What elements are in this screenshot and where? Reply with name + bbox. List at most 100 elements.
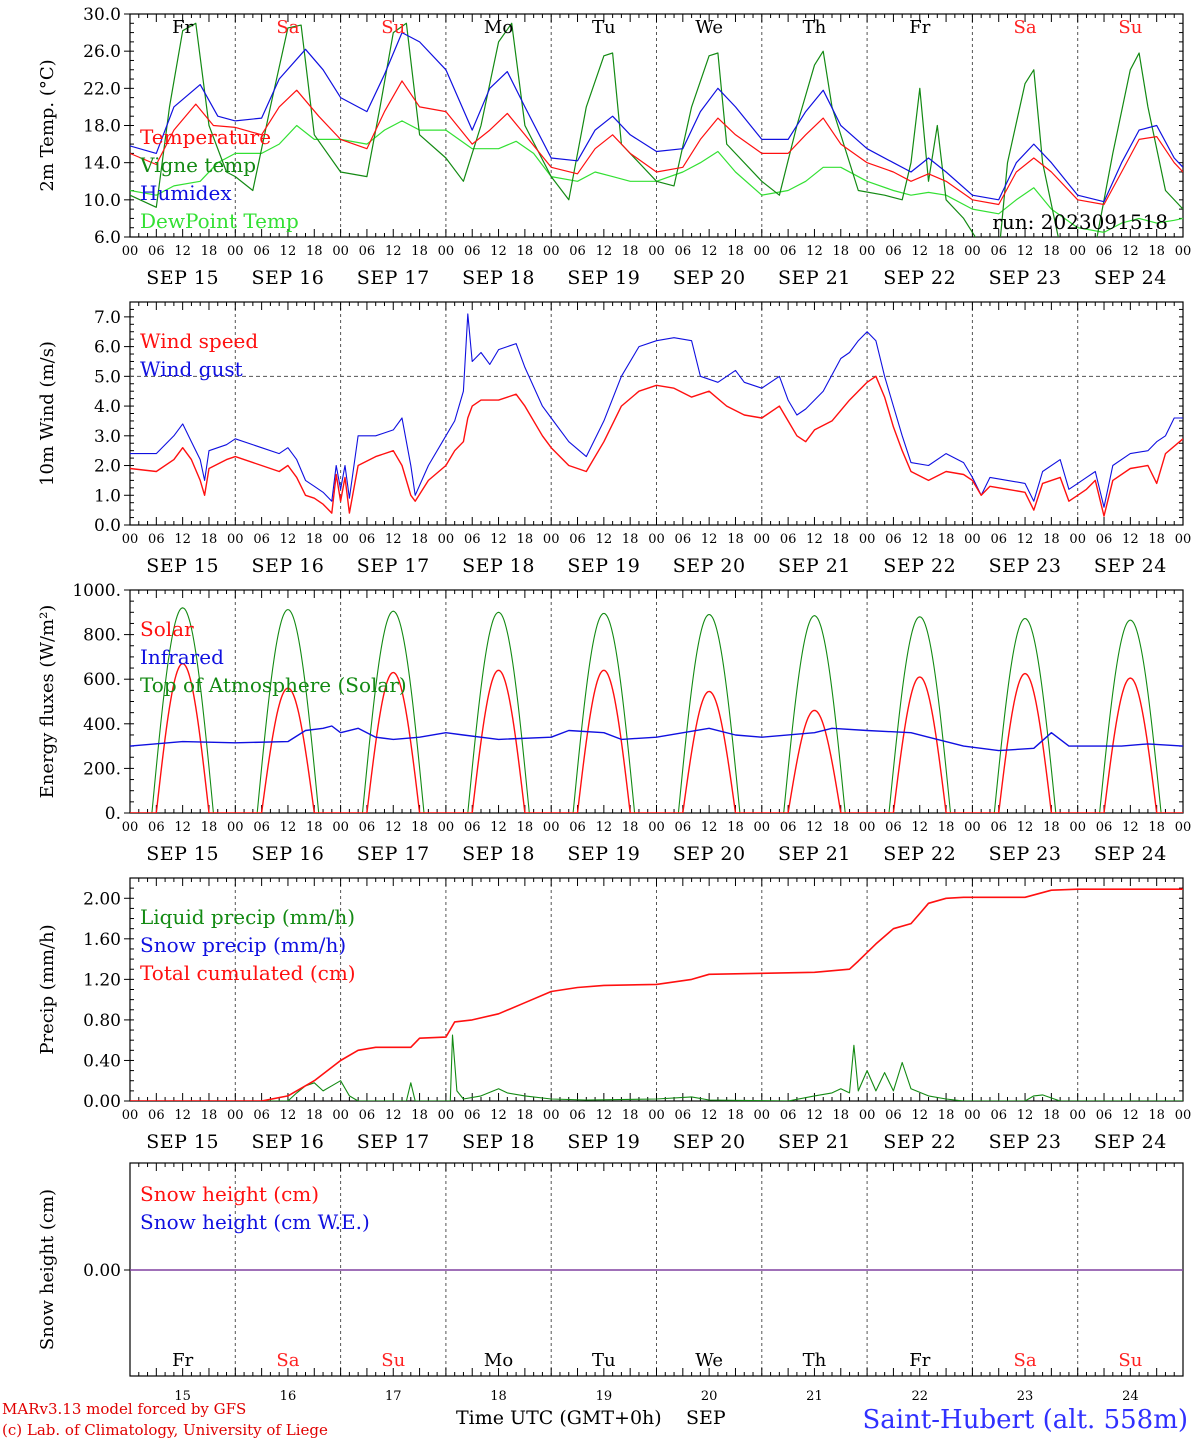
hour-tick-label: 06 — [885, 1108, 902, 1123]
hour-tick-label: 00 — [543, 244, 560, 259]
hour-tick-label: 18 — [1043, 244, 1060, 259]
hour-tick-label: 06 — [464, 820, 481, 835]
day-name-label: We — [695, 17, 723, 38]
y-axis-label: 2m Temp. (°C) — [37, 59, 58, 191]
hour-tick-label: 18 — [201, 1108, 218, 1123]
hour-tick-label: 12 — [806, 532, 823, 547]
hour-tick-label: 00 — [859, 1108, 876, 1123]
date-label: SEP 23 — [989, 843, 1062, 865]
hour-tick-label: 18 — [938, 1108, 955, 1123]
hour-tick-label: 12 — [385, 1108, 402, 1123]
hour-tick-label: 18 — [306, 820, 323, 835]
run-annotation: run: 2023091518 — [992, 210, 1168, 234]
hour-tick-label: 12 — [385, 244, 402, 259]
hour-tick-label: 18 — [938, 532, 955, 547]
date-label: SEP 19 — [567, 843, 640, 865]
y-tick-label: 600. — [83, 670, 121, 690]
y-tick-label: 400. — [83, 715, 121, 735]
hour-tick-label: 12 — [1122, 1108, 1139, 1123]
day-name-label: Th — [803, 17, 827, 38]
hour-tick-label: 00 — [648, 244, 665, 259]
day-name-label: Sa — [1014, 1350, 1037, 1371]
y-axis: 0.0 1.0 2.0 3.0 4.0 5.0 6.0 7.0 10m Wind (m/s) — [37, 301, 1183, 536]
hour-tick-label: 12 — [490, 244, 507, 259]
hour-tick-label: 00 — [1175, 1108, 1192, 1123]
hour-tick-label: 00 — [543, 532, 560, 547]
hour-tick-label: 06 — [464, 532, 481, 547]
y-tick-label: 5.0 — [94, 367, 121, 387]
hour-tick-label: 00 — [648, 1108, 665, 1123]
y-axis: 0.00 Snow height (cm) — [37, 1189, 130, 1350]
hour-tick-label: 00 — [964, 820, 981, 835]
y-tick-label: 14.0 — [83, 154, 121, 174]
hour-tick-label: 06 — [780, 244, 797, 259]
hour-tick-label: 12 — [911, 820, 928, 835]
hour-tick-label: 18 — [622, 1108, 639, 1123]
hour-tick-label: 06 — [253, 244, 270, 259]
date-label: SEP 23 — [989, 1131, 1062, 1153]
date-label: SEP 22 — [883, 555, 956, 577]
y-tick-label: 0. — [105, 804, 121, 824]
y-axis-label: Snow height (cm) — [37, 1189, 58, 1350]
hour-tick-label: 06 — [253, 1108, 270, 1123]
series-line-solar — [130, 662, 1183, 813]
date-label: SEP 23 — [989, 555, 1062, 577]
day-name-label: Mo — [484, 1350, 513, 1371]
hour-tick-label: 00 — [1175, 532, 1192, 547]
day-number-label: 19 — [596, 1389, 613, 1404]
hour-tick-label: 18 — [727, 1108, 744, 1123]
hour-tick-label: 06 — [359, 820, 376, 835]
y-tick-label: 0.80 — [83, 1011, 121, 1031]
hour-tick-label: 12 — [174, 1108, 191, 1123]
hour-tick-label: 06 — [148, 532, 165, 547]
hour-tick-label: 18 — [1148, 532, 1165, 547]
hour-tick-label: 12 — [596, 532, 613, 547]
date-label: SEP 19 — [567, 555, 640, 577]
series-line-wind-gust — [130, 313, 1183, 508]
hour-tick-label: 06 — [464, 1108, 481, 1123]
hour-tick-label: 00 — [122, 532, 139, 547]
hour-tick-label: 06 — [464, 244, 481, 259]
hour-tick-label: 06 — [885, 244, 902, 259]
legend-entry: Wind gust — [140, 357, 243, 381]
hour-tick-label: 12 — [806, 244, 823, 259]
hour-tick-label: 00 — [332, 244, 349, 259]
hour-tick-label: 00 — [754, 532, 771, 547]
hour-tick-label: 18 — [411, 820, 428, 835]
y-tick-label: 0.00 — [83, 1092, 121, 1112]
hour-tick-label: 18 — [727, 532, 744, 547]
y-tick-label: 3.0 — [94, 427, 121, 447]
date-label: SEP 18 — [462, 843, 535, 865]
legend-entry: Temperature — [140, 125, 271, 149]
hour-tick-label: 12 — [701, 532, 718, 547]
hour-tick-label: 12 — [1122, 244, 1139, 259]
lab-credit: (c) Lab. of Climatology, University of L… — [2, 1421, 328, 1439]
y-tick-label: 0.40 — [83, 1051, 121, 1071]
date-label: SEP 23 — [989, 267, 1062, 289]
hour-tick-label: 12 — [911, 532, 928, 547]
date-label: SEP 20 — [673, 1131, 746, 1153]
y-axis-label: 10m Wind (m/s) — [37, 341, 58, 486]
hour-tick-label: 00 — [227, 532, 244, 547]
model-credit: MARv3.13 model forced by GFS — [2, 1400, 246, 1418]
date-label: SEP 22 — [883, 1131, 956, 1153]
y-tick-label: 22.0 — [83, 79, 121, 99]
hour-tick-label: 00 — [332, 532, 349, 547]
day-name-label: Th — [803, 1350, 827, 1371]
date-label: SEP 16 — [252, 267, 325, 289]
date-label: SEP 22 — [883, 267, 956, 289]
hour-tick-label: 06 — [359, 1108, 376, 1123]
panel-frame: 00 06 12 18 SEP 15 00 06 12 18 SEP 16 00 06 12 18 SEP … — [122, 589, 1191, 865]
day-name-label: Su — [381, 1350, 405, 1371]
date-label: SEP 21 — [778, 1131, 851, 1153]
hour-tick-label: 00 — [227, 820, 244, 835]
date-label: SEP 21 — [778, 843, 851, 865]
hour-tick-label: 06 — [359, 532, 376, 547]
hour-tick-label: 18 — [306, 532, 323, 547]
precip-series — [130, 888, 1183, 1101]
hour-tick-label: 06 — [675, 1108, 692, 1123]
hour-tick-label: 12 — [701, 1108, 718, 1123]
panel-frame: 00 06 12 18 SEP 15 00 06 12 18 SEP 16 00 06 12 18 SEP … — [122, 877, 1192, 1153]
panel-border — [129, 589, 1184, 814]
date-label: SEP 15 — [146, 1131, 219, 1153]
